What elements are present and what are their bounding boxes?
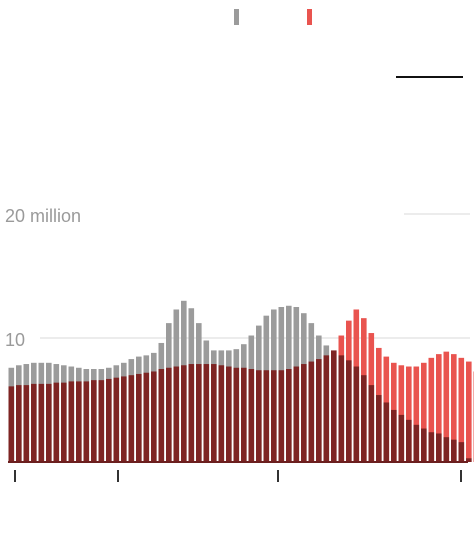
bar-overlap [226, 366, 232, 462]
bar-overlap [98, 380, 105, 462]
bar-overlap [286, 369, 292, 462]
bar-overlap [241, 367, 247, 462]
bar-overlap [428, 432, 435, 462]
bar-overlap [451, 439, 457, 462]
bar-overlap [458, 442, 465, 462]
bar-overlap [376, 395, 382, 462]
bar-overlap [346, 360, 352, 462]
bar-overlap [353, 366, 360, 462]
bar-red [451, 354, 457, 462]
gridlines [40, 213, 470, 339]
bar-red [466, 361, 472, 462]
bar-overlap [413, 424, 420, 462]
bar-red [458, 357, 465, 462]
legend-swatch-red [307, 9, 312, 25]
bar-overlap [391, 409, 397, 462]
bar-red [421, 362, 427, 462]
bar-red [436, 354, 442, 462]
bar-overlap [151, 371, 157, 462]
bar-overlap [271, 370, 277, 462]
bar-overlap [173, 366, 180, 462]
bar-overlap [83, 381, 90, 462]
legend-swatch-grey [234, 9, 239, 25]
x-axis-ticks [14, 470, 462, 482]
bars [8, 300, 474, 462]
legend [234, 9, 312, 25]
y-tick-label-20: 20 million [5, 206, 81, 226]
bar-red [406, 366, 412, 462]
bar-overlap [166, 367, 172, 462]
bar-overlap [136, 373, 142, 462]
bar-overlap [91, 380, 97, 462]
bar-overlap [256, 370, 262, 462]
bar-overlap [113, 377, 120, 462]
bar-overlap [188, 364, 195, 462]
bar-overlap [316, 359, 322, 462]
bar-overlap [361, 375, 367, 462]
bar-overlap [76, 381, 82, 462]
bar-overlap [38, 383, 45, 462]
bar-overlap [106, 378, 112, 462]
bar-overlap [293, 366, 300, 462]
bar-overlap [278, 370, 285, 462]
bar-overlap [196, 364, 202, 462]
bar-overlap [233, 367, 240, 462]
bar-overlap [218, 365, 225, 462]
bar-overlap [421, 428, 427, 462]
bar-overlap [211, 364, 217, 462]
bar-red [428, 357, 435, 462]
bar-overlap [323, 355, 330, 462]
bar-overlap [68, 381, 75, 462]
bar-overlap [338, 355, 345, 462]
y-tick-label-10: 10 [5, 330, 25, 350]
bar-overlap [466, 458, 472, 462]
bar-overlap [181, 365, 187, 462]
bar-red [443, 351, 450, 462]
bar-overlap [398, 414, 405, 462]
bar-overlap [331, 350, 337, 462]
bar-overlap [203, 364, 210, 462]
bar-red [398, 365, 405, 462]
bar-overlap [406, 419, 412, 462]
bar-overlap [31, 383, 37, 462]
bar-overlap [248, 369, 255, 462]
bar-overlap [301, 364, 307, 462]
bar-overlap [8, 386, 15, 462]
bar-overlap [61, 382, 67, 462]
bar-red [413, 366, 420, 462]
bar-overlap [383, 402, 390, 462]
bar-overlap [158, 369, 165, 462]
bar-overlap [46, 383, 52, 462]
bar-overlap [143, 372, 150, 462]
bar-overlap [436, 433, 442, 462]
bar-overlap [263, 370, 270, 462]
bar-overlap [443, 437, 450, 462]
bar-overlap [308, 361, 315, 462]
bar-overlap [128, 375, 135, 462]
bar-overlap [16, 385, 22, 462]
bar-overlap [368, 385, 375, 462]
bar-overlap [23, 385, 30, 462]
y-axis-labels: 10 20 million [5, 206, 81, 350]
bar-overlap [121, 376, 127, 462]
bar-overlap [53, 382, 60, 462]
